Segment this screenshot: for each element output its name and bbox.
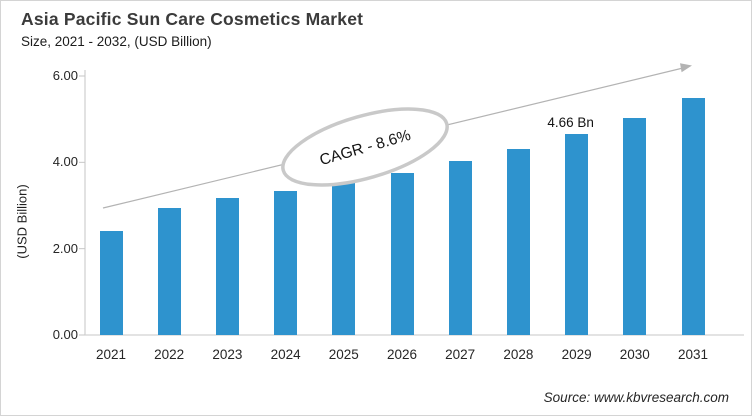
x-axis-label: 2027 [445, 347, 476, 362]
x-axis-label: 2023 [212, 347, 243, 362]
bar-2025 [332, 182, 356, 335]
cagr-ellipse [281, 107, 449, 187]
x-axis-label: 2021 [95, 347, 127, 362]
x-axis-label: 2022 [154, 347, 185, 362]
bar-2027 [448, 161, 472, 335]
x-axis-label: 2026 [386, 347, 418, 362]
x-axis-label: 2030 [619, 347, 650, 362]
bar-2030 [623, 117, 647, 335]
y-axis-label: 0.00 [52, 327, 78, 342]
y-axis-ticks [79, 75, 85, 336]
page-title: Asia Pacific Sun Care Cosmetics Market [21, 9, 364, 29]
bar-2029 [565, 133, 589, 335]
cagr-label: CAGR - 8.6% [318, 127, 413, 169]
source-text: Source: www.kbvresearch.com [543, 390, 729, 405]
bar-2023 [215, 197, 239, 335]
bar-2028 [506, 149, 530, 335]
x-axis-label: 2024 [270, 347, 301, 362]
x-axis-label: 2029 [561, 347, 592, 362]
x-axis-label: 2028 [503, 347, 534, 362]
y-axis-title: (USD Billion) [14, 184, 30, 259]
bar-2031 [681, 98, 705, 335]
y-axis-label: 2.00 [52, 240, 78, 256]
bar-2022 [157, 208, 181, 335]
chart-subtitle: Size, 2021 - 2032, (USD Billion) [21, 34, 212, 49]
bar-2026 [390, 173, 414, 335]
bar-2021 [99, 230, 123, 335]
trend-arrow-head [680, 63, 692, 73]
data-point-label: 4.66 Bn [547, 114, 594, 130]
y-axis-label: 4.00 [52, 154, 78, 170]
y-axis-label: 6.00 [52, 68, 78, 83]
x-axis-label: 2025 [328, 347, 359, 362]
x-axis-label: 2031 [677, 347, 709, 362]
bar-2024 [274, 190, 298, 335]
